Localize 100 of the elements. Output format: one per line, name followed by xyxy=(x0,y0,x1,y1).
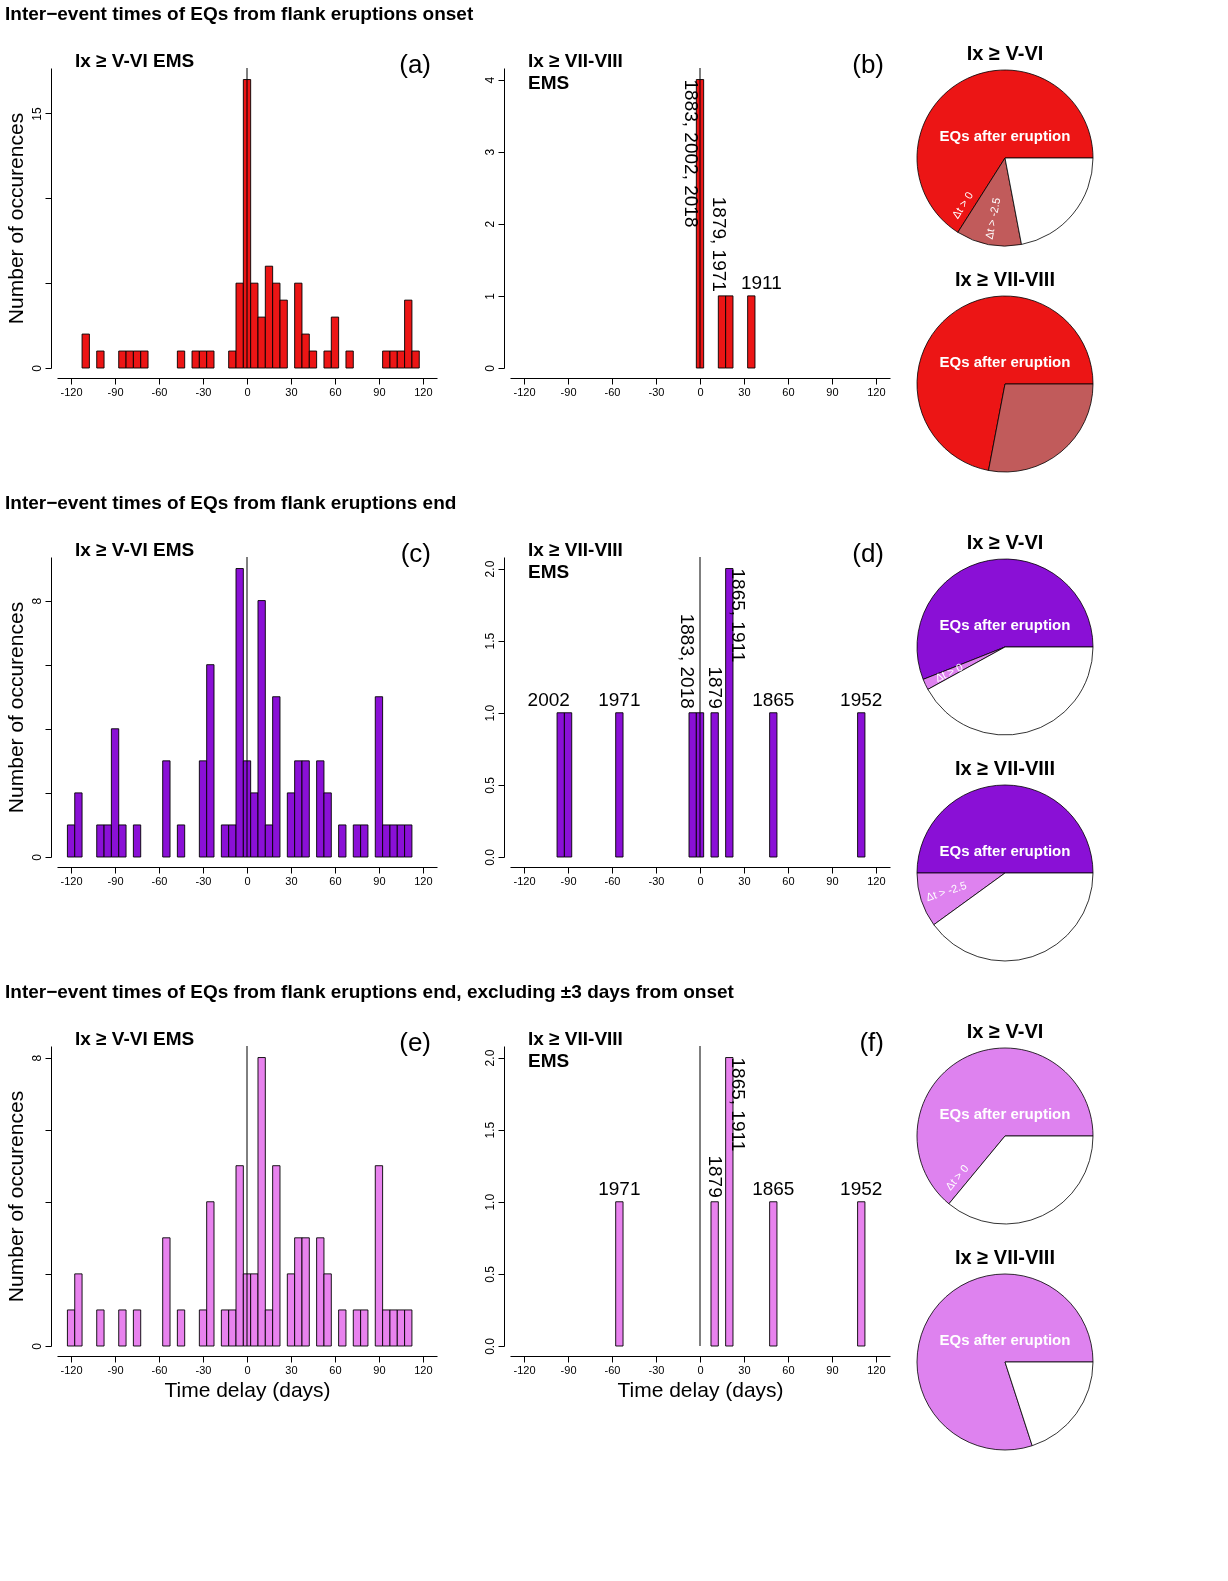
annotation: 1879 xyxy=(704,1155,726,1198)
y-tick-label: 3 xyxy=(482,148,497,156)
x-tick-label: -60 xyxy=(604,874,621,887)
chart-title: Ix ≥ VII-VIII xyxy=(955,757,1055,779)
x-tick-label: -120 xyxy=(60,874,83,887)
y-tick-label: 0 xyxy=(29,364,44,372)
annotation: 1865, 1911 xyxy=(728,1057,750,1152)
x-tick-label: -30 xyxy=(648,874,665,887)
annotation: Ix ≥ V-VI EMS xyxy=(75,539,195,560)
y-tick-label: 8 xyxy=(29,597,44,605)
annotation: (a) xyxy=(399,49,431,79)
chart-title: Ix ≥ VII-VIII xyxy=(955,268,1055,290)
x-tick-label: 30 xyxy=(285,385,298,398)
y-axis-title: Number of occurences xyxy=(3,1090,27,1303)
chart-title: Inter−event times of EQs from flank eruptions end, excluding ±3 days from onset xyxy=(5,981,735,1002)
chart-title: Ix ≥ V-VI xyxy=(966,42,1044,64)
annotation: Ix ≥ VII-VIII EMS xyxy=(528,1028,623,1071)
y-tick-label: 4 xyxy=(482,76,497,84)
annotation: Ix ≥ VII-VIII EMS xyxy=(528,50,623,93)
annotation: 1865 xyxy=(752,1177,795,1199)
x-tick-label: -120 xyxy=(60,385,83,398)
chart-title: Inter−event times of EQs from flank eruptions onset xyxy=(5,3,474,24)
x-tick-label: -90 xyxy=(560,385,577,398)
x-tick-label: -120 xyxy=(513,1363,536,1376)
y-tick-label: 1.5 xyxy=(482,632,497,650)
annotation: Ix ≥ VII-VIII EMS xyxy=(528,539,623,582)
y-tick-label: 0 xyxy=(29,1342,44,1350)
text: Δt > 0 xyxy=(942,1162,971,1193)
slice-label: EQs after eruption xyxy=(939,842,1071,859)
annotation: 1879, 1971 xyxy=(709,196,731,292)
x-tick-label: 120 xyxy=(414,874,433,887)
x-tick-label: -30 xyxy=(195,385,212,398)
x-tick-label: 120 xyxy=(867,1363,886,1376)
x-tick-label: 30 xyxy=(738,385,751,398)
annotation: (f) xyxy=(859,1027,884,1057)
y-tick-label: 8 xyxy=(29,1054,44,1062)
x-tick-label: 0 xyxy=(697,1363,704,1376)
x-tick-label: -60 xyxy=(604,385,621,398)
annotation: 1952 xyxy=(840,1177,883,1199)
annotation: Ix ≥ V-VI EMS xyxy=(75,1028,195,1049)
y-tick-label: 2 xyxy=(482,220,497,228)
x-tick-label: -60 xyxy=(604,1363,621,1376)
annotation: 1879 xyxy=(704,666,726,709)
annotation: 2002 xyxy=(527,688,570,710)
x-tick-label: 60 xyxy=(782,1363,795,1376)
x-tick-label: 120 xyxy=(867,874,886,887)
slice-label: Δt > 0 xyxy=(933,660,965,684)
annotation: 1971 xyxy=(598,1177,641,1199)
annotation: 1911 xyxy=(740,271,782,293)
annotation: (e) xyxy=(399,1027,431,1057)
y-tick-label: 0.5 xyxy=(482,1265,497,1283)
x-tick-label: 60 xyxy=(329,1363,342,1376)
annotation: 1883, 2002, 2018 xyxy=(681,79,702,228)
annotation: Ix ≥ V-VI EMS xyxy=(75,50,195,71)
x-tick-label: 30 xyxy=(285,874,298,887)
x-tick-label: 60 xyxy=(329,385,342,398)
x-tick-label: 30 xyxy=(285,1363,298,1376)
slice-label: EQs after eruption xyxy=(939,616,1071,633)
text: Δt > 0 xyxy=(949,189,976,221)
annotation: 1865 xyxy=(752,688,795,710)
x-tick-label: 30 xyxy=(738,874,751,887)
x-tick-label: 0 xyxy=(244,1363,251,1376)
slice-label: EQs after eruption xyxy=(939,353,1071,370)
x-tick-label: 0 xyxy=(697,874,704,887)
x-tick-label: -30 xyxy=(648,385,665,398)
chart-title: Inter−event times of EQs from flank eruptions end xyxy=(5,492,457,513)
x-tick-label: -60 xyxy=(151,1363,168,1376)
x-tick-label: 30 xyxy=(738,1363,751,1376)
slice-label: EQs after eruption xyxy=(939,1105,1071,1122)
x-tick-label: 120 xyxy=(867,385,886,398)
annotation: (b) xyxy=(852,49,884,79)
x-tick-label: -90 xyxy=(560,874,577,887)
slice-label: Δt > -2.5 xyxy=(924,878,968,904)
x-tick-label: 0 xyxy=(244,385,251,398)
y-tick-label: 0.0 xyxy=(482,1337,497,1355)
y-tick-label: 1.0 xyxy=(482,1193,497,1211)
x-tick-label: 90 xyxy=(373,1363,386,1376)
x-tick-label: 60 xyxy=(782,385,795,398)
annotation: 1952 xyxy=(840,688,883,710)
x-tick-label: -90 xyxy=(107,385,124,398)
x-tick-label: -90 xyxy=(560,1363,577,1376)
x-axis-title: Time delay (days) xyxy=(164,1377,331,1401)
x-tick-label: 90 xyxy=(373,874,386,887)
slice-label: EQs after eruption xyxy=(939,1331,1071,1348)
y-tick-label: 0.5 xyxy=(482,776,497,794)
x-tick-label: -120 xyxy=(60,1363,83,1376)
y-tick-label: 1.0 xyxy=(482,704,497,722)
x-tick-label: 0 xyxy=(244,874,251,887)
chart-title: Ix ≥ V-VI xyxy=(966,531,1044,553)
annotation: 1883, 2018 xyxy=(676,613,698,709)
y-tick-label: 0 xyxy=(482,364,497,372)
x-tick-label: -60 xyxy=(151,385,168,398)
slice-label: Δt > -2.5 xyxy=(982,196,1003,241)
x-tick-label: 120 xyxy=(414,1363,433,1376)
x-tick-label: 90 xyxy=(826,385,839,398)
x-tick-label: -30 xyxy=(648,1363,665,1376)
x-tick-label: 90 xyxy=(373,385,386,398)
y-tick-label: 0.0 xyxy=(482,848,497,866)
y-axis-title: Number of occurences xyxy=(3,112,27,325)
x-tick-label: 0 xyxy=(697,385,704,398)
